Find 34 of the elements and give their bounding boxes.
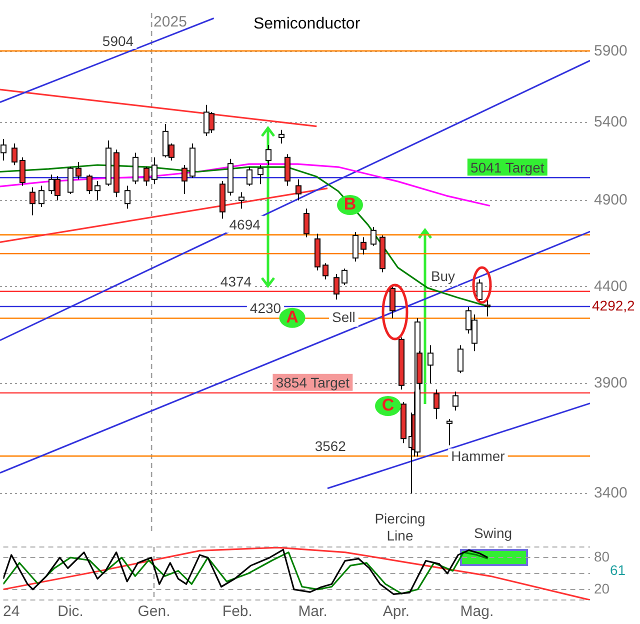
y-tick-label: 4900 — [594, 192, 628, 208]
ref-line-label: 4292,2 — [592, 297, 636, 314]
x-tick-label: Gen. — [138, 603, 170, 620]
annotation: Buy — [430, 268, 456, 284]
x-tick-label: Feb. — [222, 603, 252, 620]
x-tick-label: Apr. — [382, 603, 410, 620]
annotation: Swing — [474, 524, 512, 541]
ref-line-label: 5904 — [102, 32, 134, 49]
ref-line-label: 4374 — [220, 273, 252, 290]
chart-title: Semiconductor — [253, 15, 361, 32]
ref-line-label: 2025 — [154, 14, 187, 31]
x-tick-label: Dic. — [58, 603, 84, 620]
ref-line-label: 3854 Target — [276, 374, 350, 391]
y-tick-label: 3400 — [594, 484, 628, 502]
ref-line-label: 5041 Target — [470, 159, 544, 176]
y-tick-label: 5400 — [594, 114, 628, 131]
ref-line-label: 4230 — [250, 300, 282, 316]
y-tick-label: 80 — [594, 548, 610, 564]
y-tick-label: 20 — [594, 580, 610, 596]
y-tick-label: 5900 — [594, 42, 628, 60]
ref-line-label: 3562 — [314, 438, 346, 454]
annotation: Hammer — [451, 448, 506, 464]
annotation: A — [286, 308, 298, 327]
y-tick-label: 3900 — [594, 374, 628, 392]
y-tick-label: 4400 — [594, 278, 628, 295]
annotation: C — [382, 396, 394, 415]
x-tick-label: Mar. — [298, 603, 328, 620]
annotation: Sell — [332, 309, 356, 326]
x-tick-label: Mag. — [460, 603, 494, 620]
annotation: Piercing Line — [374, 510, 426, 544]
annotation: B — [344, 194, 356, 214]
ref-line-label: 4694 — [229, 216, 261, 233]
text: 61 — [610, 562, 626, 578]
x-tick-label: 24 — [3, 603, 20, 620]
